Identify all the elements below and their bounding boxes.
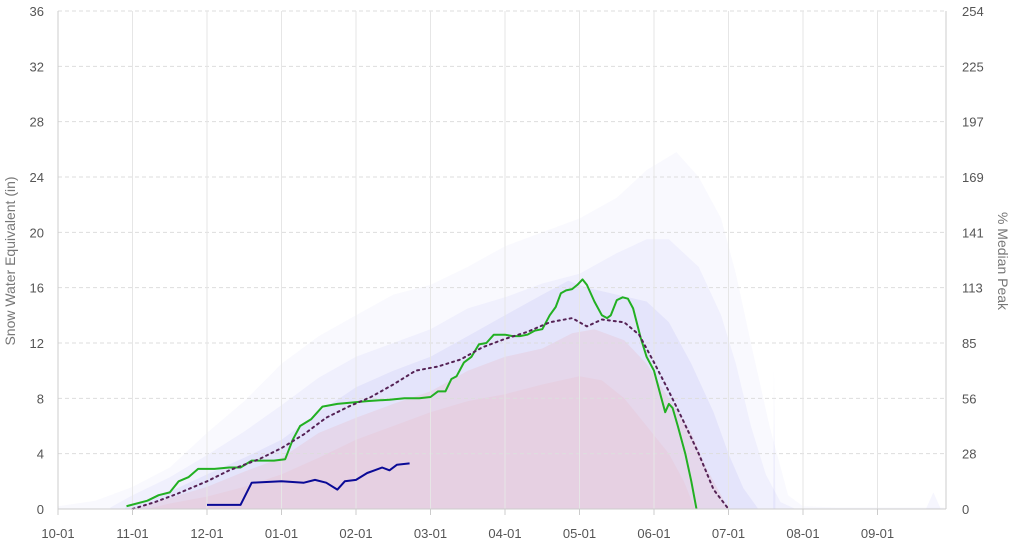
x-tick-label: 06-01 (637, 526, 670, 541)
y-right-tick-label: 56 (962, 391, 976, 406)
x-tick-label: 10-01 (41, 526, 74, 541)
current-year-line (207, 462, 410, 506)
x-tick-label: 01-01 (265, 526, 298, 541)
max-band (58, 152, 945, 509)
prior-year-line (126, 278, 698, 510)
y-right-tick-label: 197 (962, 115, 984, 130)
x-tick-label: 04-01 (488, 526, 521, 541)
spike-july (773, 370, 776, 509)
y-left-tick-label: 28 (30, 115, 44, 130)
y-left-tick-label: 20 (30, 225, 44, 240)
y-right-tick-label: 225 (962, 59, 984, 74)
spike-sept (925, 492, 941, 509)
y-left-tick-label: 12 (30, 336, 44, 351)
y-left-tick-label: 0 (37, 502, 44, 517)
y-right-tick-label: 28 (962, 447, 976, 462)
series-lines (126, 278, 730, 510)
y-left-tick-label: 16 (30, 281, 44, 296)
p70-band (125, 280, 759, 509)
y-left-tick-label: 36 (30, 4, 44, 19)
x-tick-label: 09-01 (861, 526, 894, 541)
x-tick-label: 07-01 (712, 526, 745, 541)
y-right-tick-label: 113 (962, 281, 983, 296)
x-tick-label: 03-01 (414, 526, 447, 541)
y-right-tick-label: 85 (962, 336, 976, 351)
x-tick-label: 02-01 (339, 526, 372, 541)
y-right-tick-label: 0 (962, 502, 969, 517)
y-left-tick-label: 24 (30, 170, 44, 185)
y-left-tick-label: 4 (37, 447, 44, 462)
p10-band (147, 376, 695, 509)
percentile-bands (58, 152, 945, 510)
axes: 0 4 8 12 16 20 24 28 32 36 0 28 56 85 113 141 169 197 225 2… (30, 4, 984, 541)
y-right-tick-label: 169 (962, 170, 984, 185)
y-right-tick-label: 141 (962, 225, 984, 240)
x-tick-label: 08-01 (786, 526, 819, 541)
x-tick-label: 12-01 (190, 526, 223, 541)
median-line (131, 317, 730, 510)
y-left-tick-label: 32 (30, 59, 44, 74)
y-left-tick-label: 8 (37, 391, 44, 406)
y-right-tick-label: 254 (962, 4, 984, 19)
x-tick-label: 11-01 (116, 526, 148, 541)
y-axis-right-title: % Median Peak (995, 212, 1011, 311)
x-tick-label: 05-01 (563, 526, 596, 541)
y-axis-left-title: Snow Water Equivalent (in) (2, 176, 18, 345)
